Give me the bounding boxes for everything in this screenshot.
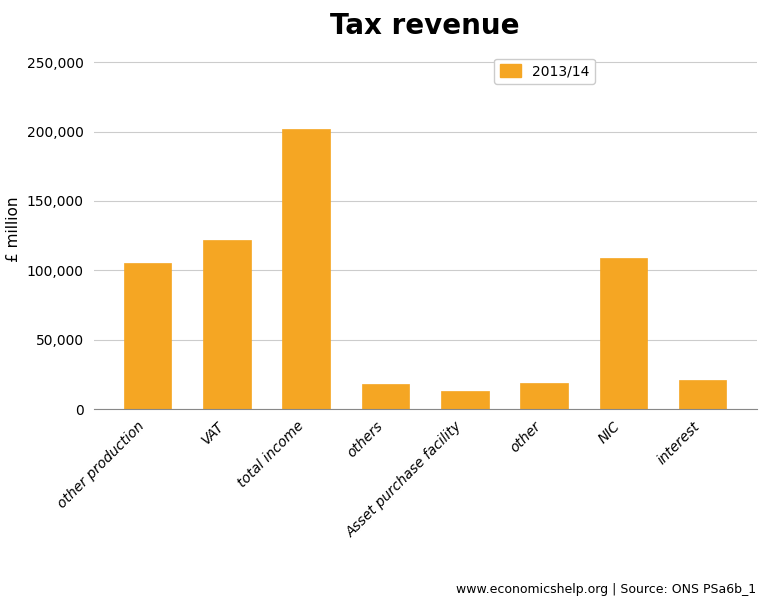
Bar: [203, 240, 250, 409]
Bar: [282, 129, 330, 409]
Bar: [520, 383, 568, 409]
Bar: [441, 391, 488, 409]
Text: www.economicshelp.org | Source: ONS PSa6b_1: www.economicshelp.org | Source: ONS PSa6…: [456, 583, 757, 596]
Bar: [124, 264, 172, 409]
Title: Tax revenue: Tax revenue: [331, 12, 519, 40]
Bar: [600, 258, 647, 409]
Legend: 2013/14: 2013/14: [495, 59, 594, 84]
Bar: [679, 380, 726, 409]
Y-axis label: £ million: £ million: [6, 196, 21, 261]
Bar: [362, 384, 410, 409]
